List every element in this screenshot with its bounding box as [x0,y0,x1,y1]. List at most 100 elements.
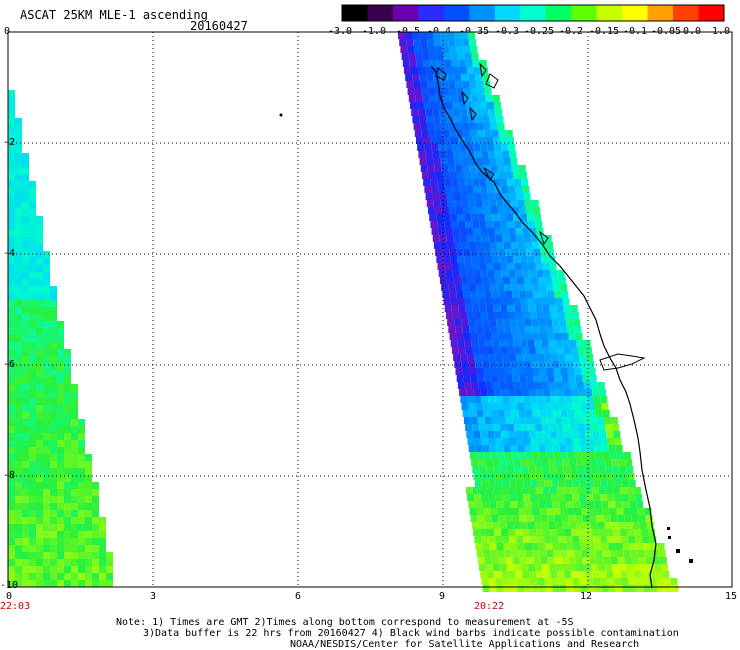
swath-cell [29,468,36,475]
swath-cell [565,354,573,361]
swath-cell [467,193,475,200]
swath-cell [495,494,503,501]
swath-cell [614,480,622,487]
swath-cell [593,536,601,543]
x-tick-label: 9 [439,591,446,602]
swath-cell [476,81,484,88]
swath-cell [477,557,485,564]
swath-cell [497,368,505,375]
swath-cell [43,566,50,573]
swath-cell [71,580,78,587]
swath-cell [602,550,610,557]
swath-cell [512,417,520,424]
swath-cell [64,447,71,454]
note-line-2: 3)Data buffer is 22 hrs from 20160427 4)… [143,628,679,639]
swath-cell [36,223,43,230]
swath-cell [78,559,85,566]
swath-cell [448,326,456,333]
swath-cell [64,503,71,510]
swath-cell [476,123,484,130]
swath-cell [559,403,567,410]
swath-cell [607,536,615,543]
swath-cell [430,221,438,228]
swath-cell [549,263,557,270]
swath-cell [480,529,488,536]
swath-cell [644,550,652,557]
swath-cell [544,578,552,585]
swath-cell [510,501,518,508]
swath-cell [488,536,496,543]
swath-cell [427,39,435,46]
swath-cell [622,585,630,592]
swath-cell [478,256,486,263]
swath-cell [567,410,575,417]
swath-cell [502,151,510,158]
swath-cell [480,312,488,319]
swath-cell [57,398,64,405]
swath-cell [469,508,477,515]
swath-cell [539,284,547,291]
swath-cell [480,186,488,193]
swath-cell [57,328,64,335]
swath-cell [22,216,29,223]
swath-cell [616,508,624,515]
swath-cell [489,319,497,326]
swath-cell [518,410,526,417]
swath-cell [542,424,550,431]
swath-cell [558,536,566,543]
swath-cell [498,333,506,340]
swath-cell [483,410,491,417]
swath-cell [602,410,610,417]
swath-cell [424,67,432,74]
swath-cell [498,557,506,564]
swath-cell [500,466,508,473]
swath-cell [441,284,449,291]
swath-cell [437,102,445,109]
swath-cell [598,424,606,431]
swath-cell [550,571,558,578]
swath-cell [442,130,450,137]
swath-cell [460,109,468,116]
swath-cell [488,494,496,501]
swath-cell [22,517,29,524]
swath-cell [50,391,57,398]
swath-cell [416,102,424,109]
swath-cell [473,186,481,193]
swath-cell [521,487,529,494]
swath-cell [594,585,602,592]
swath-cell [565,536,573,543]
swath-cell [22,503,29,510]
swath-cell [441,165,449,172]
swath-cell [485,298,493,305]
swath-cell [528,564,536,571]
swath-cell [492,256,500,263]
swath-cell [566,543,574,550]
swath-cell [43,461,50,468]
swath-cell [515,270,523,277]
swath-cell [498,291,506,298]
swath-cell [460,354,468,361]
swath-cell [57,517,64,524]
swath-cell [618,459,626,466]
swath-cell [441,81,449,88]
swath-cell [500,424,508,431]
swath-cell [614,536,622,543]
swath-cell [488,480,496,487]
swath-cell [622,543,630,550]
swath-cell [443,137,451,144]
swath-cell [544,536,552,543]
swath-cell [525,326,533,333]
swath-cell [426,116,434,123]
swath-cell [508,389,516,396]
swath-cell [484,417,492,424]
swath-cell [530,396,538,403]
swath-cell [50,384,57,391]
swath-cell [85,573,92,580]
swath-cell [29,419,36,426]
swath-cell [29,237,36,244]
swath-cell [523,480,531,487]
swath-cell [496,361,504,368]
swath-cell [15,454,22,461]
swath-cell [594,543,602,550]
swath-cell [543,389,551,396]
